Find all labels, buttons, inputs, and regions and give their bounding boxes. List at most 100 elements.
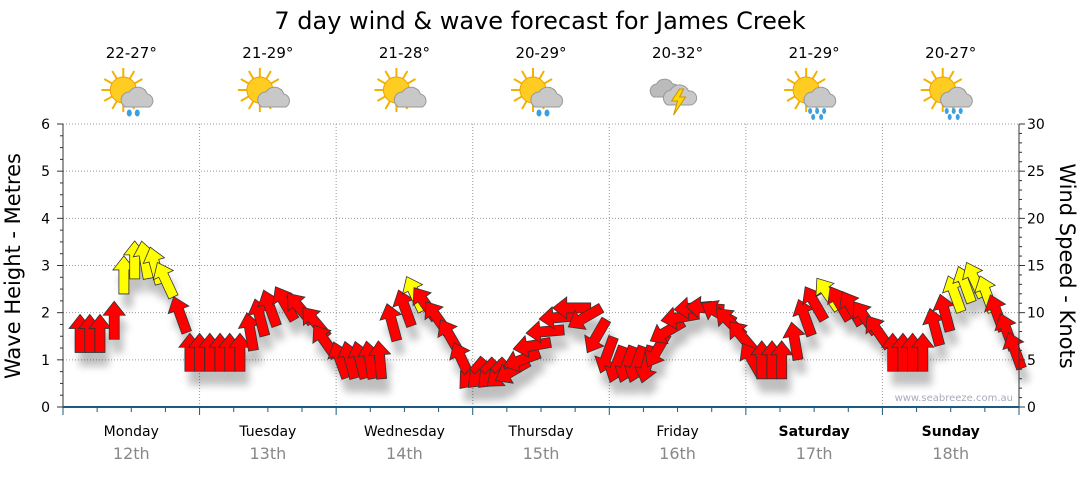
raindrop	[126, 109, 132, 117]
watermark: www.seabreeze.com.au	[895, 393, 1013, 404]
cloud	[257, 86, 290, 108]
y-tick-label: 0	[41, 400, 50, 416]
sun-ray	[786, 78, 797, 85]
sun-ray	[376, 95, 387, 102]
y-axis-label: Wave Height - Metres	[1, 153, 25, 379]
sun-ray	[538, 70, 545, 81]
raindrop	[822, 108, 827, 114]
raindrop	[811, 114, 816, 120]
wind-arrow	[525, 320, 565, 344]
raindrop	[947, 114, 952, 120]
sun-ray	[923, 78, 933, 85]
raindrop	[819, 114, 824, 120]
wind-arrow	[769, 340, 794, 380]
sun-ray	[930, 99, 938, 110]
y2-tick-label: 10	[1027, 306, 1045, 322]
lightning-bolt	[670, 88, 687, 116]
sun-ray	[794, 99, 802, 110]
day-temperature: 20-32°	[652, 44, 703, 62]
cloud	[530, 86, 564, 108]
sun-ray	[521, 99, 528, 110]
sun-ray	[923, 95, 933, 102]
sun-ray	[240, 95, 250, 102]
raindrop	[958, 108, 963, 114]
y2-tick-label: 0	[1027, 400, 1036, 416]
wind-arrow	[567, 303, 605, 330]
raindrop	[951, 108, 956, 114]
cloud	[120, 86, 154, 108]
sun-ray	[542, 78, 553, 85]
y2-tick-label: 25	[1027, 164, 1045, 180]
wind-arrow	[512, 334, 552, 359]
raindrop	[955, 114, 960, 120]
day-date-label: 13th	[249, 444, 286, 463]
y2-tick-label: 15	[1027, 259, 1045, 275]
sun-ray	[384, 70, 392, 81]
sun-ray	[384, 99, 392, 110]
sun-ray	[103, 95, 114, 102]
day-temperature: 20-27°	[925, 44, 976, 62]
thunderstorm-icon	[649, 78, 698, 116]
day-name-label: Thursday	[507, 424, 573, 440]
wind-arrow	[102, 300, 127, 340]
raindrop	[808, 108, 813, 114]
sun-ray	[521, 70, 528, 81]
y2-axis-label: Wind Speed - Knots	[1055, 163, 1079, 368]
sun-cloud-icon	[237, 68, 290, 112]
sun-ray	[247, 99, 255, 110]
day-date-label: 16th	[659, 444, 696, 463]
raindrop	[944, 108, 949, 114]
wind-arrow	[782, 321, 806, 362]
day-date-label: 15th	[523, 444, 560, 463]
sun-cloud-shower-icon	[101, 68, 154, 117]
sun-ray	[111, 99, 119, 110]
day-name-label: Sunday	[922, 424, 980, 440]
cloud	[940, 86, 973, 108]
wind-arrow	[367, 340, 392, 380]
wind-arrow-shadow	[654, 331, 690, 358]
sun-cloud-rain-icon	[920, 68, 973, 120]
day-temperature: 21-29°	[242, 44, 293, 62]
sun-ray	[930, 70, 938, 81]
sun-ray	[794, 70, 802, 81]
raindrop	[536, 109, 542, 117]
raindrop	[815, 108, 820, 114]
wind-arrow	[379, 303, 403, 343]
y-tick-label: 5	[41, 164, 50, 180]
y2-tick-label: 30	[1027, 117, 1045, 133]
day-date-label: 14th	[386, 444, 423, 463]
y-tick-label: 1	[41, 353, 50, 369]
sun-ray	[513, 78, 524, 85]
sun-ray	[247, 70, 255, 81]
sun-ray	[401, 70, 409, 81]
y2-tick-label: 20	[1027, 211, 1045, 227]
sun-ray	[103, 78, 114, 85]
wind-arrow	[167, 296, 192, 335]
day-date-label: 12th	[113, 444, 150, 463]
raindrop	[134, 109, 140, 117]
day-name-label: Saturday	[779, 424, 850, 440]
sun-ray	[264, 70, 272, 81]
chart-title: 7 day wind & wave forecast for James Cre…	[274, 7, 805, 35]
y-tick-label: 3	[41, 259, 50, 275]
y-tick-label: 2	[41, 306, 50, 322]
sun-ray	[133, 78, 143, 85]
y-tick-label: 4	[41, 211, 50, 227]
day-temperature: 21-29°	[789, 44, 840, 62]
day-temperature: 22-27°	[106, 44, 157, 62]
sun-ray	[128, 70, 136, 81]
sun-ray	[513, 95, 524, 102]
day-name-label: Friday	[656, 424, 698, 440]
wind-arrow	[802, 286, 830, 323]
day-temperature: 21-28°	[379, 44, 430, 62]
sun-cloud-rain-icon	[784, 68, 837, 120]
sun-ray	[952, 78, 963, 85]
day-name-label: Tuesday	[238, 424, 296, 440]
sun-ray	[240, 78, 250, 85]
wind-arrow	[1002, 331, 1027, 371]
wind-arrow	[584, 316, 612, 354]
day-date-label: 17th	[796, 444, 833, 463]
day-name-label: Monday	[104, 424, 159, 440]
sun-ray	[269, 78, 280, 85]
